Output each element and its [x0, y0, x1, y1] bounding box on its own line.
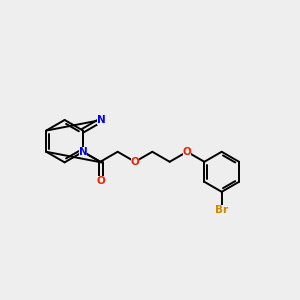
Text: O: O	[130, 157, 140, 167]
Text: Br: Br	[215, 205, 228, 215]
Text: N: N	[97, 115, 106, 125]
Text: O: O	[97, 176, 106, 186]
Text: N: N	[79, 147, 87, 157]
Text: O: O	[183, 147, 191, 157]
